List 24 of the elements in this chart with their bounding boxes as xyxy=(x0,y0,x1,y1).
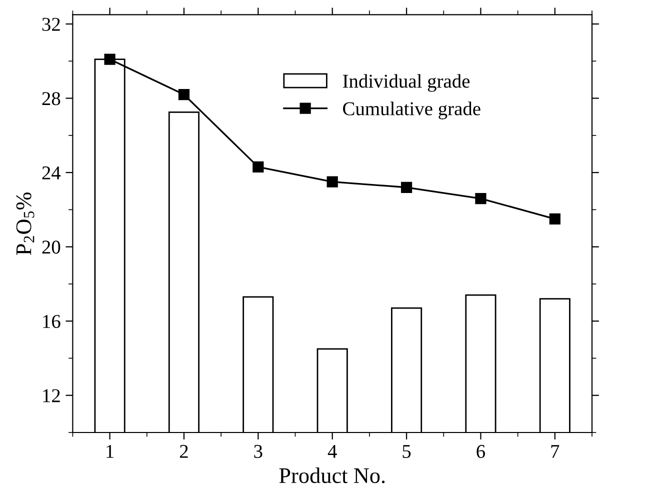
x-tick-label: 6 xyxy=(476,444,485,458)
x-axis-title: Product No. xyxy=(279,467,385,484)
point xyxy=(400,182,412,193)
legend-label: Cumulative grade xyxy=(343,102,480,120)
point xyxy=(549,213,560,225)
point xyxy=(178,88,190,100)
point xyxy=(475,192,486,204)
legend-label: Individual grade xyxy=(342,74,470,92)
y-tick-label: 20 xyxy=(42,240,60,254)
y-tick-label: 28 xyxy=(42,92,60,106)
point xyxy=(104,54,116,65)
y-tick-label: 12 xyxy=(43,389,60,402)
x-tick-label: 2 xyxy=(180,444,188,458)
x-tick-label: 4 xyxy=(328,445,337,458)
point xyxy=(326,176,338,188)
y-tick-label: 24 xyxy=(42,166,61,180)
y-tick-label: 32 xyxy=(42,18,60,31)
y-axis-title: P$_{2}$O$_{5}$% xyxy=(16,192,34,255)
point xyxy=(252,161,264,173)
x-tick-label: 1 xyxy=(106,444,114,458)
y-tick-label: 16 xyxy=(43,314,60,328)
x-tick-label: 3 xyxy=(254,444,262,458)
x-tick-label: 7 xyxy=(551,445,560,458)
x-tick-label: 5 xyxy=(402,445,411,458)
